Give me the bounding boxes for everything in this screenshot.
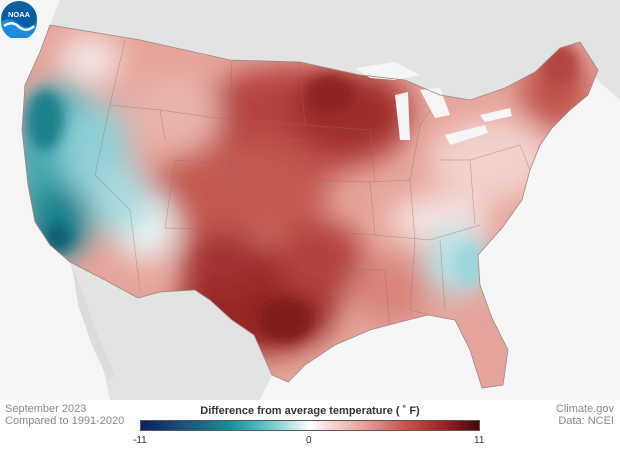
map-area: NOAA bbox=[0, 0, 620, 400]
baja-peninsula bbox=[72, 265, 115, 380]
legend-title: Difference from average temperature ( ˚ … bbox=[200, 405, 420, 417]
credits: Climate.gov Data: NCEI bbox=[556, 403, 614, 427]
great-lakes bbox=[355, 62, 512, 145]
noaa-logo-text: NOAA bbox=[8, 10, 31, 19]
us-temperature-anomaly-map bbox=[21, 0, 620, 400]
legend-min-label: -11 bbox=[133, 435, 147, 446]
us-outline bbox=[21, 24, 599, 389]
legend-max-label: 11 bbox=[474, 435, 485, 446]
date-label: September 2023 bbox=[5, 403, 87, 415]
legend-mid-label: 0 bbox=[306, 435, 312, 446]
noaa-logo-icon: NOAA bbox=[1, 1, 37, 38]
legend-color-bar bbox=[140, 420, 480, 431]
canada-landmass bbox=[50, 0, 620, 100]
state-boundaries bbox=[94, 39, 531, 331]
caption-left: September 2023 Compared to 1991-2020 bbox=[5, 403, 124, 427]
baseline-label: Compared to 1991-2020 bbox=[5, 415, 125, 427]
mexico-landmass bbox=[70, 262, 272, 400]
source-site: Climate.gov bbox=[555, 403, 614, 415]
data-source: Data: NCEI bbox=[558, 415, 614, 427]
